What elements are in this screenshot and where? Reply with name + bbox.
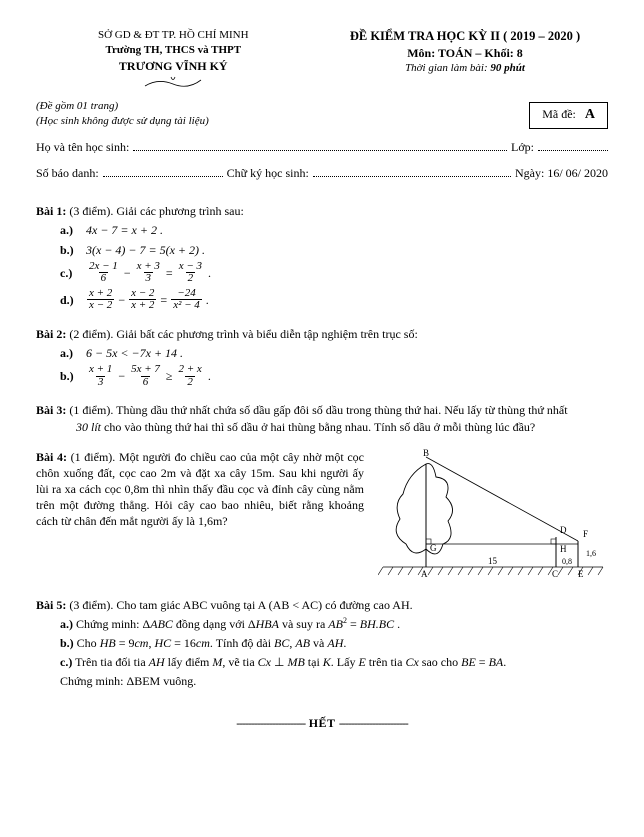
lbl-H: H <box>560 544 567 554</box>
bai5-title: Bài 5: (3 điểm). Cho tam giác ABC vuông … <box>36 597 608 613</box>
bai-1: Bài 1: (3 điểm). Giải các phương trình s… <box>36 203 608 312</box>
lbl-C: C <box>552 569 558 579</box>
sbd-field[interactable] <box>103 166 223 177</box>
bai3-line2: 30 lít 30 lít cho vào thùng thứ hai thì … <box>76 419 608 435</box>
bai2-a-expr: 6 − 5x < −7x + 14 . <box>86 345 183 361</box>
name-field[interactable] <box>133 140 507 151</box>
bai5-c2: Chứng minh: ΔBEM vuông. <box>60 673 608 689</box>
bai1-d-expr: x + 2x − 2 − x − 2x + 2 = −24x² − 4 . <box>86 288 209 312</box>
lbl-E: E <box>578 569 584 579</box>
class-label: Lớp: <box>511 139 534 155</box>
bai4-figure: B A G D F H C E 15 0,8 1,6 <box>378 449 608 583</box>
row-name: Họ và tên học sinh: Lớp: <box>36 139 608 155</box>
header: SỞ GD & ĐT TP. HỒ CHÍ MINH Trường TH, TH… <box>36 28 608 88</box>
bai4-text: Bài 4: (1 điểm). Một người đo chiều cao … <box>36 449 364 530</box>
bai-3: Bài 3: (1 điểm). Thùng dầu thứ nhất chứa… <box>36 402 608 434</box>
bai2-a: a.) 6 − 5x < −7x + 14 . <box>60 345 608 361</box>
lbl-15: 15 <box>488 556 498 566</box>
name-label: Họ và tên học sinh: <box>36 139 129 155</box>
dept-line: SỞ GD & ĐT TP. HỒ CHÍ MINH <box>36 28 311 43</box>
bai5-a: a.) Chứng minh: ΔABC đồng dạng với ΔHBA … <box>60 616 608 632</box>
bai2-title: Bài 2: (2 điểm). Giải bất các phương trì… <box>36 326 608 342</box>
lbl-D: D <box>560 525 567 535</box>
exam-subject: Môn: TOÁN – Khối: 8 <box>322 45 608 61</box>
bai5-c: c.) Trên tia đối tia AH lấy điểm M, vẽ t… <box>60 654 608 670</box>
bai1-a-expr: 4x − 7 = x + 2 . <box>86 222 163 238</box>
lbl-16: 1,6 <box>586 549 596 558</box>
exam-title: ĐỀ KIỂM TRA HỌC KỲ II ( 2019 – 2020 ) <box>322 28 608 45</box>
bai3-title: Bài 3: (1 điểm). Thùng dầu thứ nhất chứa… <box>36 402 608 418</box>
lbl-G: G <box>430 543 437 553</box>
date-label: Ngày: 16/ 06/ 2020 <box>515 165 608 181</box>
lbl-F: F <box>583 529 588 539</box>
header-left: SỞ GD & ĐT TP. HỒ CHÍ MINH Trường TH, TH… <box>36 28 311 88</box>
note-pages: (Đề gồm 01 trang) <box>36 99 209 114</box>
sign-field[interactable] <box>313 166 511 177</box>
exam-time: Thời gian làm bài: 90 phút <box>322 61 608 76</box>
sbd-label: Số báo danh: <box>36 165 99 181</box>
footer-het: ----------------------- HẾT ------------… <box>36 715 608 731</box>
bai1-d: d.) x + 2x − 2 − x − 2x + 2 = −24x² − 4 … <box>60 288 608 312</box>
lbl-B: B <box>423 449 429 458</box>
bai-4: Bài 4: (1 điểm). Một người đo chiều cao … <box>36 449 608 583</box>
bai-2: Bài 2: (2 điểm). Giải bất các phương trì… <box>36 326 608 388</box>
bai1-a: a.) 4x − 7 = x + 2 . <box>60 222 608 238</box>
lbl-08: 0,8 <box>562 557 572 566</box>
class-field[interactable] <box>538 140 608 151</box>
bai5-b: b.) Cho HB = 9cm, HC = 16cm. Tính độ dài… <box>60 635 608 651</box>
exam-code-label: Mã đề: <box>542 107 576 121</box>
bai1-b: b.) 3(x − 4) − 7 = 5(x + 2) . <box>60 242 608 258</box>
bai1-c: c.) 2x − 16 − x + 33 = x − 32 . <box>60 261 608 285</box>
exam-code-box: Mã đề: A <box>529 102 608 129</box>
lbl-A: A <box>421 569 428 579</box>
ornament-icon <box>143 76 203 88</box>
header-right: ĐỀ KIỂM TRA HỌC KỲ II ( 2019 – 2020 ) Mô… <box>322 28 608 88</box>
bai-5: Bài 5: (3 điểm). Cho tam giác ABC vuông … <box>36 597 608 689</box>
exam-code-value: A <box>585 107 595 122</box>
bai1-c-expr: 2x − 16 − x + 33 = x − 32 . <box>86 261 211 285</box>
bai2-b: b.) x + 13 − 5x + 76 ≥ 2 + x2 . <box>60 364 608 388</box>
row-sbd: Số báo danh: Chữ ký học sinh: Ngày: 16/ … <box>36 165 608 181</box>
sign-label: Chữ ký học sinh: <box>227 165 309 181</box>
school-line-2: TRƯƠNG VĨNH KÝ <box>36 58 311 74</box>
bai1-b-expr: 3(x − 4) − 7 = 5(x + 2) . <box>86 242 205 258</box>
note-materials: (Học sinh không được sử dụng tài liệu) <box>36 114 209 129</box>
exam-code-wrap: Mã đề: A <box>529 102 608 129</box>
header-notes: (Đề gồm 01 trang) (Học sinh không được s… <box>36 99 209 129</box>
bai2-b-expr: x + 13 − 5x + 76 ≥ 2 + x2 . <box>86 364 211 388</box>
school-line-1: Trường TH, THCS và THPT <box>36 43 311 58</box>
bai1-title: Bài 1: (3 điểm). Giải các phương trình s… <box>36 203 608 219</box>
